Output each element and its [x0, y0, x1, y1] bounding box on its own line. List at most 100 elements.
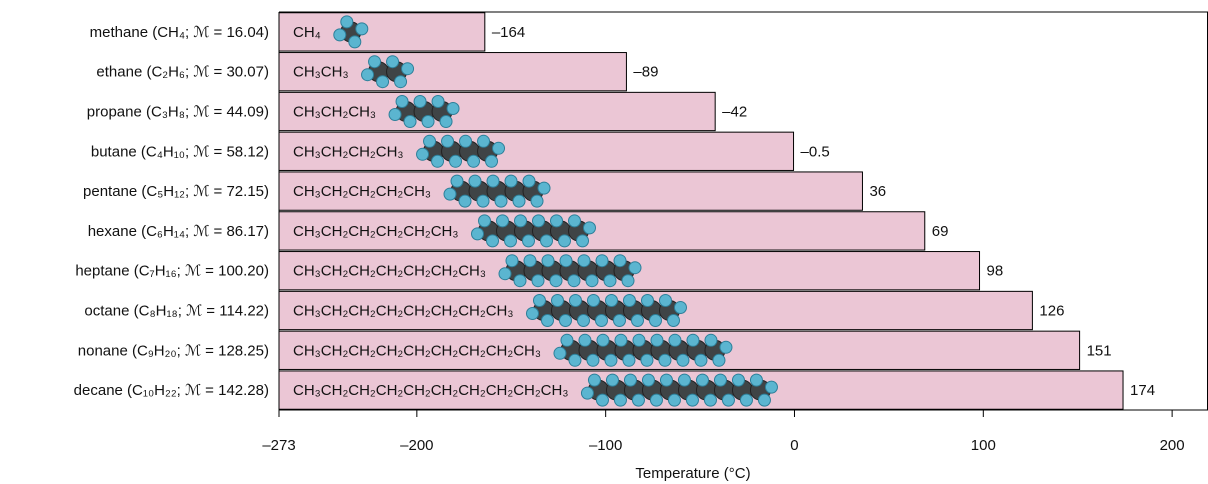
- molecule-hydrogen: [595, 315, 607, 327]
- molecule-hydrogen: [472, 228, 484, 240]
- molecule-hydrogen: [362, 69, 374, 81]
- molecule-hydrogen: [623, 295, 635, 307]
- molecule-hydrogen: [569, 215, 581, 227]
- formula-label: CH₃CH₂CH₃: [293, 103, 376, 120]
- x-tick-label: 200: [1160, 437, 1185, 454]
- molecule-hydrogen: [506, 255, 518, 267]
- molecule-hydrogen: [486, 155, 498, 167]
- molecule-hydrogen: [450, 155, 462, 167]
- molecule-hydrogen: [622, 275, 634, 287]
- molecule-hydrogen: [641, 295, 653, 307]
- molecule-hydrogen: [714, 374, 726, 386]
- molecule-hydrogen: [669, 334, 681, 346]
- molecule-hydrogen: [451, 175, 463, 187]
- molecule-hydrogen: [404, 116, 416, 128]
- molecule-hydrogen: [581, 387, 593, 399]
- x-tick-label: 100: [971, 437, 996, 454]
- molecule-hydrogen: [369, 56, 381, 68]
- molecule-hydrogen: [402, 63, 414, 75]
- formula-label: CH₃CH₂CH₂CH₂CH₂CH₂CH₂CH₃: [293, 302, 513, 319]
- molecule-hydrogen: [440, 116, 452, 128]
- value-label: 126: [1039, 302, 1064, 319]
- x-tick-label: 0: [790, 437, 798, 454]
- molecule-hydrogen: [469, 175, 481, 187]
- molecule-hydrogen: [678, 374, 690, 386]
- molecule-hydrogen: [551, 295, 563, 307]
- molecule-hydrogen: [487, 235, 499, 247]
- molecule-icon: [472, 215, 596, 247]
- molecule-hydrogen: [667, 315, 679, 327]
- molecule-hydrogen: [605, 354, 617, 366]
- y-tick-label: propane (C₃H₈; ℳ = 44.09): [87, 103, 269, 120]
- value-label: –0.5: [801, 143, 830, 160]
- molecule-hydrogen: [624, 374, 636, 386]
- molecule-hydrogen: [478, 135, 490, 147]
- molecule-hydrogen: [596, 255, 608, 267]
- molecule-hydrogen: [551, 215, 563, 227]
- molecule-hydrogen: [532, 275, 544, 287]
- molecule-hydrogen: [587, 295, 599, 307]
- value-label: 98: [987, 263, 1004, 280]
- molecule-hydrogen: [705, 334, 717, 346]
- value-label: –42: [722, 103, 747, 120]
- molecule-hydrogen: [513, 195, 525, 207]
- molecule-hydrogen: [497, 215, 509, 227]
- formula-label: CH₃CH₂CH₂CH₂CH₂CH₂CH₃: [293, 263, 486, 280]
- molecule-hydrogen: [631, 315, 643, 327]
- molecule-hydrogen: [732, 374, 744, 386]
- molecule-hydrogen: [487, 175, 499, 187]
- molecule-hydrogen: [606, 374, 618, 386]
- molecule-hydrogen: [447, 103, 459, 115]
- molecule-hydrogen: [334, 29, 346, 41]
- molecule-hydrogen: [584, 222, 596, 234]
- molecule-hydrogen: [586, 275, 598, 287]
- molecule-hydrogen: [569, 354, 581, 366]
- molecule-hydrogen: [499, 268, 511, 280]
- y-tick-label: pentane (C₅H₁₂; ℳ = 72.15): [83, 183, 269, 200]
- molecule-hydrogen: [758, 394, 770, 406]
- y-tick-label: hexane (C₆H₁₄; ℳ = 86.17): [88, 223, 269, 240]
- formula-label: CH₃CH₂CH₂CH₃: [293, 143, 404, 160]
- value-label: 174: [1130, 382, 1155, 399]
- y-tick-label: decane (C₁₀H₂₂; ℳ = 142.28): [74, 382, 269, 399]
- molecule-hydrogen: [356, 23, 368, 35]
- molecule-hydrogen: [588, 374, 600, 386]
- molecule-hydrogen: [417, 148, 429, 160]
- molecule-hydrogen: [432, 96, 444, 108]
- molecule-hydrogen: [649, 315, 661, 327]
- molecule-hydrogen: [560, 255, 572, 267]
- molecule-hydrogen: [533, 295, 545, 307]
- molecule-hydrogen: [740, 394, 752, 406]
- molecule-hydrogen: [542, 255, 554, 267]
- molecule-hydrogen: [377, 76, 389, 88]
- molecule-hydrogen: [477, 195, 489, 207]
- molecule-hydrogen: [442, 135, 454, 147]
- molecule-hydrogen: [614, 255, 626, 267]
- molecule-hydrogen: [722, 394, 734, 406]
- molecule-hydrogen: [561, 334, 573, 346]
- y-tick-label: octane (C₈H₁₈; ℳ = 114.22): [84, 302, 269, 319]
- molecule-hydrogen: [554, 347, 566, 359]
- molecule-hydrogen: [587, 354, 599, 366]
- molecule-hydrogen: [596, 394, 608, 406]
- molecule-hydrogen: [515, 215, 527, 227]
- y-tick-label: ethane (C₂H₆; ℳ = 30.07): [96, 64, 269, 81]
- x-tick-label: –200: [400, 437, 433, 454]
- value-label: 69: [932, 223, 949, 240]
- molecule-icon: [554, 334, 732, 366]
- x-axis-label: Temperature (°C): [635, 465, 750, 482]
- molecule-hydrogen: [541, 235, 553, 247]
- molecule-hydrogen: [523, 235, 535, 247]
- molecule-hydrogen: [541, 315, 553, 327]
- formula-label: CH₄: [293, 24, 321, 41]
- molecule-hydrogen: [641, 354, 653, 366]
- molecule-hydrogen: [668, 394, 680, 406]
- molecule-hydrogen: [424, 135, 436, 147]
- molecule-hydrogen: [650, 394, 662, 406]
- molecule-hydrogen: [414, 96, 426, 108]
- formula-label: CH₃CH₂CH₂CH₂CH₃: [293, 183, 431, 200]
- molecule-hydrogen: [615, 334, 627, 346]
- y-tick-label: nonane (C₉H₂₀; ℳ = 128.25): [78, 342, 269, 359]
- molecule-hydrogen: [505, 175, 517, 187]
- molecule-hydrogen: [495, 195, 507, 207]
